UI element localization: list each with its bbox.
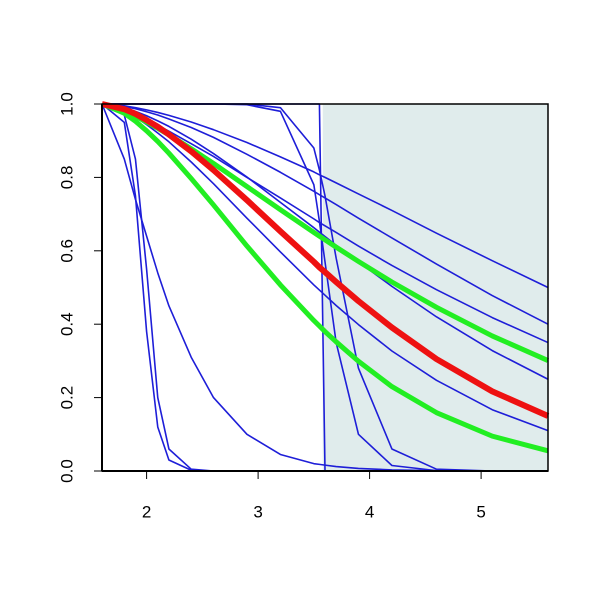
series-line	[101, 103, 548, 472]
x-tick-label: 3	[253, 502, 262, 521]
x-tick-label: 2	[142, 502, 151, 521]
y-tick-label: 1.0	[57, 92, 76, 116]
shaded-region	[322, 104, 548, 471]
series-line	[101, 101, 549, 454]
series-line	[101, 103, 549, 325]
y-tick-label: 0.2	[57, 386, 76, 410]
y-tick-label: 0.8	[57, 166, 76, 190]
y-tick-label: 0.0	[57, 459, 76, 483]
series-line	[101, 101, 550, 419]
series-line	[101, 103, 549, 380]
series-line	[101, 103, 549, 289]
x-tick-label: 4	[365, 502, 374, 521]
y-tick-label: 0.6	[57, 239, 76, 263]
x-tick-label: 5	[476, 502, 485, 521]
y-tick-label: 0.4	[57, 312, 76, 336]
